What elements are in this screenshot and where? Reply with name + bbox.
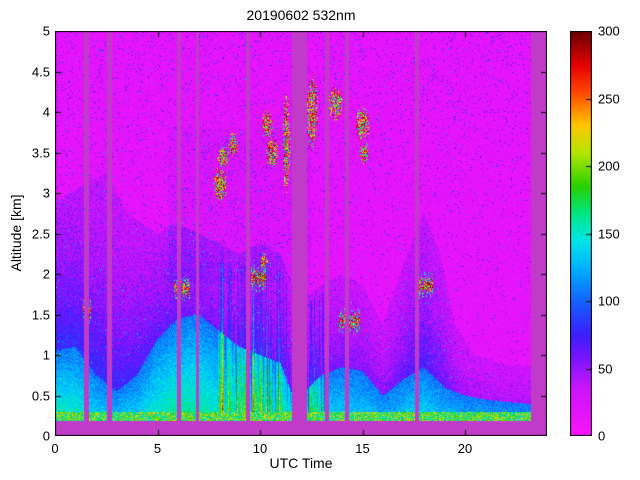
y-tick-label: 3 — [42, 185, 50, 201]
y-tick-label: 3.5 — [31, 145, 50, 160]
y-tick-label: 1 — [42, 347, 50, 363]
x-tick-label: 20 — [457, 441, 473, 456]
x-tick-label: 5 — [153, 441, 162, 456]
y-tick-label: 0 — [42, 428, 50, 444]
y-tick-label: 0.5 — [31, 388, 50, 403]
y-tick-label: 4.5 — [31, 64, 50, 79]
y-tick-label: 5 — [42, 23, 50, 39]
y-tick-label: 4 — [42, 104, 50, 120]
colorbar-tick-label: 0 — [598, 428, 606, 444]
colorbar-tick-label: 100 — [598, 293, 620, 309]
colorbar-tick-label: 150 — [598, 226, 620, 241]
colorbar-tick-label: 50 — [598, 361, 613, 376]
colorbar-tick-label: 300 — [598, 23, 620, 39]
y-tick-label: 2.5 — [31, 226, 50, 241]
heatmap-canvas — [55, 31, 547, 436]
x-tick-label: 15 — [355, 441, 370, 456]
x-axis-label: UTC Time — [269, 455, 333, 471]
colorbar — [570, 31, 592, 436]
x-tick-label: 10 — [252, 441, 268, 456]
y-tick-label: 1.5 — [31, 307, 50, 322]
x-tick-label: 0 — [51, 441, 59, 456]
colorbar-tick-label: 200 — [598, 158, 620, 174]
chart-title: 20190602 532nm — [246, 7, 356, 23]
colorbar-tick-label: 250 — [598, 91, 620, 106]
y-tick-label: 2 — [42, 266, 50, 282]
